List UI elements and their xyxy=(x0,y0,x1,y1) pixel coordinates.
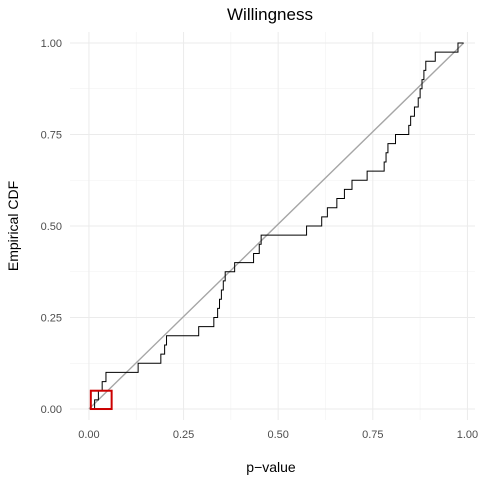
chart-title: Willingness xyxy=(227,5,313,24)
x-tick-label: 0.75 xyxy=(362,429,383,441)
annotations xyxy=(89,389,113,411)
ecdf-series xyxy=(94,42,464,410)
x-tick-label: 0.50 xyxy=(267,429,288,441)
x-tick-label: 0.25 xyxy=(173,429,194,441)
reference-line xyxy=(88,42,465,410)
y-tick-label: 1.00 xyxy=(41,38,62,50)
x-tick-label: 0.00 xyxy=(78,429,99,441)
y-tick-label: 0.75 xyxy=(41,129,62,141)
x-axis-ticks: 0.00 0.25 0.50 0.75 1.00 xyxy=(78,429,478,441)
grid xyxy=(70,32,475,420)
y-tick-label: 0.00 xyxy=(41,404,62,416)
y-axis-title: Empirical CDF xyxy=(5,181,21,271)
y-axis-ticks: 0.00 0.25 0.50 0.75 1.00 xyxy=(41,38,62,416)
ecdf-step-line xyxy=(94,42,464,410)
highlight-box xyxy=(89,389,113,411)
x-axis-title: p−value xyxy=(246,459,296,475)
reference-diagonal-line xyxy=(88,42,465,410)
y-tick-label: 0.50 xyxy=(41,221,62,233)
y-tick-label: 0.25 xyxy=(41,313,62,325)
x-tick-label: 1.00 xyxy=(457,429,478,441)
